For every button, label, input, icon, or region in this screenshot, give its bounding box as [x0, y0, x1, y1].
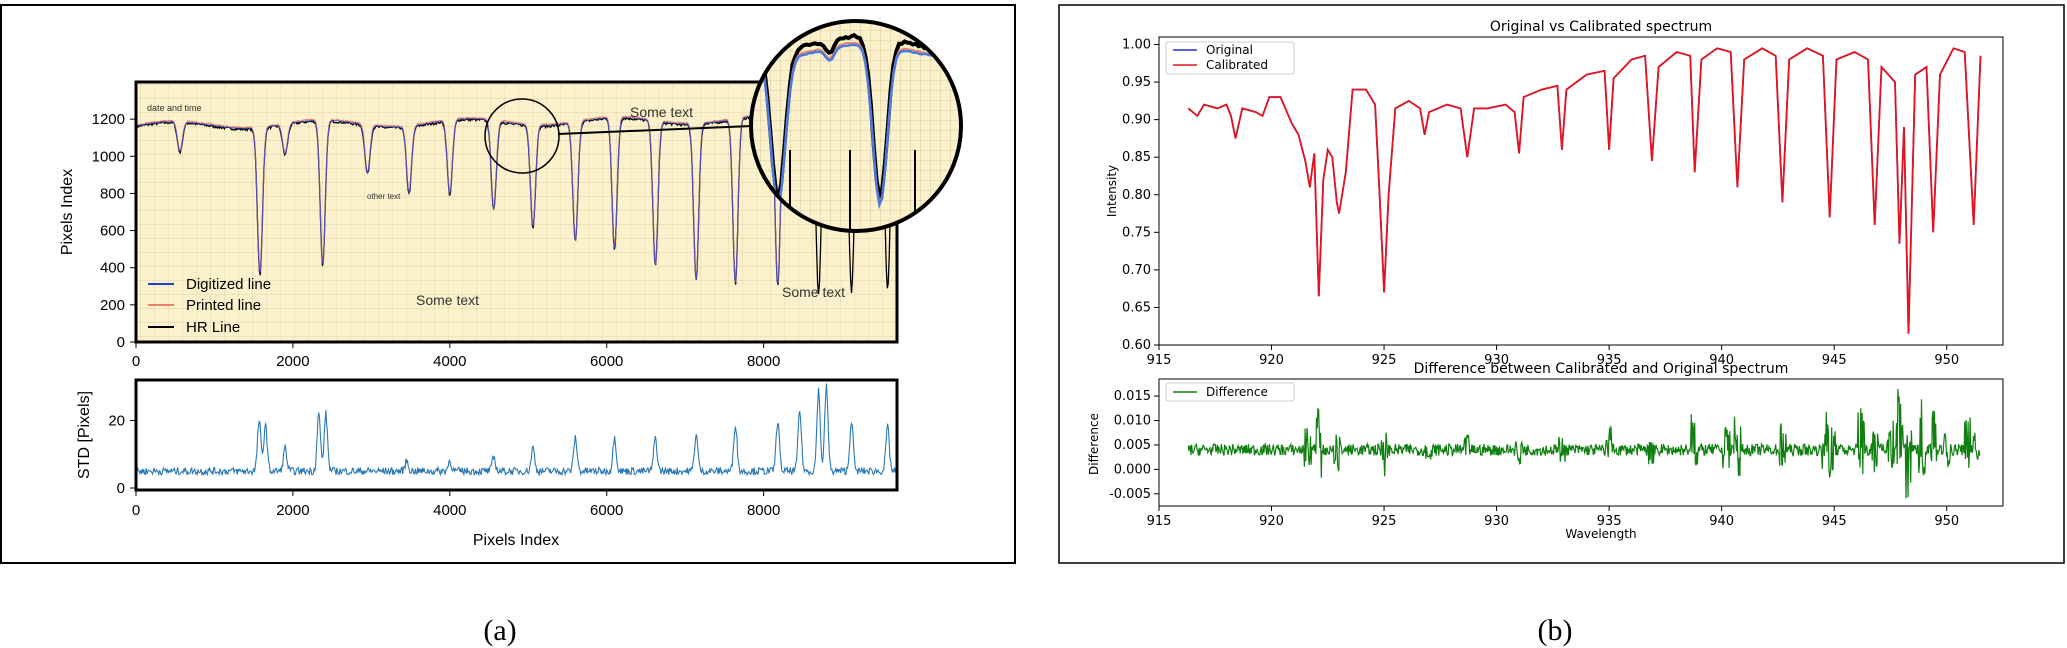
b-top-ytick-label: 0.80 — [1122, 188, 1151, 203]
legend-printed-label: Printed line — [186, 297, 261, 314]
legend-difference-label: Difference — [1206, 385, 1268, 399]
b-bottom-xtick-label: 935 — [1597, 514, 1622, 529]
a-top-ytick-label: 1200 — [92, 111, 125, 128]
annotation-some-text-3: Some text — [782, 284, 845, 300]
chart-a-bottom: 0 2000 4000 6000 8000 0 20 STD [Pixels] Pixel… — [76, 378, 899, 549]
a-top-xtick-label: 4000 — [433, 353, 466, 370]
chart-b-bottom: Difference between Calibrated and Origin… — [1087, 361, 2004, 541]
panel-b-frame — [1058, 4, 2065, 564]
b-top-xtick-label: 925 — [1372, 353, 1397, 368]
b-bottom-ylabel: Difference — [1087, 413, 1101, 475]
annotation-date: date and time — [147, 103, 202, 113]
b-top-ytick-label: 0.75 — [1122, 225, 1151, 240]
panel-a-frame — [0, 4, 1016, 564]
a-top-xtick-label: 6000 — [590, 353, 623, 370]
a-bottom-xtick-label: 0 — [132, 502, 140, 519]
a-top-ytick-label: 1000 — [92, 148, 125, 165]
b-top-xtick-label: 915 — [1147, 353, 1172, 368]
b-top-legend-box — [1165, 41, 1295, 75]
zoom-connector-line — [557, 125, 753, 135]
a-top-xtick-label: 0 — [132, 353, 140, 370]
legend-calibrated-label: Calibrated — [1206, 58, 1268, 72]
digitized-line — [136, 115, 796, 285]
b-top-xtick-label: 940 — [1709, 353, 1734, 368]
zoom-circle — [749, 19, 963, 233]
b-top-ylabel: Intensity — [1105, 165, 1119, 217]
b-top-xtick-label: 945 — [1822, 353, 1847, 368]
b-bottom-ytick-label: 0.015 — [1114, 389, 1151, 404]
b-bottom-ytick-label: 0.005 — [1114, 438, 1151, 453]
panel-a-label: (a) — [483, 614, 516, 647]
a-bottom-xtick-label: 6000 — [590, 502, 623, 519]
b-bottom-xtick-label: 950 — [1934, 514, 1959, 529]
b-bottom-legend-box — [1165, 382, 1295, 402]
a-bottom-xtick-label: 8000 — [747, 502, 780, 519]
b-top-ytick-label: 1.00 — [1122, 38, 1151, 53]
b-bottom-xtick-label: 945 — [1822, 514, 1847, 529]
a-top-ytick-label: 600 — [100, 223, 125, 240]
calibrated-series-line — [1187, 47, 1982, 334]
annotation-other: other text — [367, 192, 401, 201]
b-bottom-legend: Difference — [1165, 382, 1295, 402]
chart-b-top: Original vs Calibrated spectrum 915 920 92… — [1105, 19, 2004, 368]
legend-digitized-label: Digitized line — [186, 276, 271, 293]
annotation-some-text-1: Some text — [416, 292, 479, 308]
a-top-ytick-label: 400 — [100, 260, 125, 277]
annotation-some-text-2: Some text — [630, 104, 693, 120]
b-bottom-ytick-label: 0.010 — [1114, 414, 1151, 429]
b-bottom-xtick-label: 940 — [1709, 514, 1734, 529]
b-bottom-xtick-label: 930 — [1484, 514, 1509, 529]
b-bottom-title: Difference between Calibrated and Origin… — [1414, 361, 1789, 377]
b-top-ytick-label: 0.95 — [1122, 75, 1151, 90]
a-top-ytick-label: 0 — [117, 334, 125, 351]
legend-hr-label: HR Line — [186, 319, 240, 336]
b-top-xtick-label: 950 — [1934, 353, 1959, 368]
b-top-ytick-label: 0.70 — [1122, 263, 1151, 278]
b-bottom-ytick-label: -0.005 — [1109, 487, 1151, 502]
a-top-ytick-label: 200 — [100, 297, 125, 314]
chart-a-bottom-bg — [136, 380, 897, 490]
a-top-xtick-label: 2000 — [276, 353, 309, 370]
a-bottom-xlabel: Pixels Index — [473, 532, 559, 549]
a-top-ylabel: Pixels Index — [59, 169, 76, 255]
zoom-source-circle — [484, 98, 560, 174]
b-top-ytick-label: 0.85 — [1122, 150, 1151, 165]
b-bottom-xtick-label: 920 — [1259, 514, 1284, 529]
b-top-ytick-label: 0.60 — [1122, 338, 1151, 353]
b-bottom-xtick-label: 925 — [1372, 514, 1397, 529]
chart-a-bottom-frame — [134, 378, 899, 492]
b-top-legend: Original Calibrated — [1165, 41, 1295, 75]
legend-original-label: Original — [1206, 43, 1253, 57]
a-bottom-ytick-label: 20 — [108, 413, 125, 430]
b-bottom-xlabel: Wavelength — [1565, 527, 1636, 541]
b-top-ytick-label: 0.90 — [1122, 113, 1151, 128]
b-top-xtick-label: 920 — [1259, 353, 1284, 368]
a-top-legend: Digitized line Printed line HR Line — [148, 276, 271, 336]
printed-line — [136, 113, 795, 284]
a-bottom-xtick-label: 2000 — [276, 502, 309, 519]
a-top-ytick-label: 800 — [100, 185, 125, 202]
a-top-xtick-label: 8000 — [747, 353, 780, 370]
a-bottom-ytick-label: 0 — [117, 480, 125, 497]
b-top-ytick-label: 0.65 — [1122, 300, 1151, 315]
b-bottom-xtick-label: 915 — [1147, 514, 1172, 529]
b-bottom-ytick-label: 0.000 — [1114, 462, 1151, 477]
b-top-title: Original vs Calibrated spectrum — [1490, 19, 1712, 35]
b-top-xtick-label: 930 — [1484, 353, 1509, 368]
std-line — [135, 383, 898, 477]
b-top-xtick-label: 935 — [1597, 353, 1622, 368]
panel-b-label: (b) — [1538, 614, 1573, 647]
a-bottom-xtick-label: 4000 — [433, 502, 466, 519]
difference-series-line — [1187, 388, 1981, 499]
a-bottom-ylabel: STD [Pixels] — [76, 391, 93, 479]
chart-b-top-axes — [1158, 36, 2004, 346]
chart-a-top: date and time other text Some text Some … — [59, 19, 963, 370]
